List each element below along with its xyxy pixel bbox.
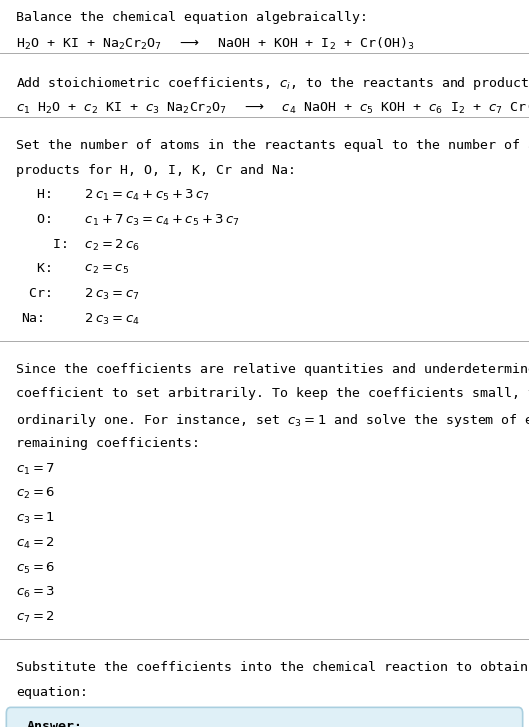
Text: $c_1 = 7$: $c_1 = 7$ (16, 462, 55, 477)
Text: $2\,c_3 = c_7$: $2\,c_3 = c_7$ (69, 287, 140, 302)
Text: ordinarily one. For instance, set $c_3 = 1$ and solve the system of equations fo: ordinarily one. For instance, set $c_3 =… (16, 412, 529, 429)
Text: $c_2 = c_5$: $c_2 = c_5$ (69, 262, 129, 276)
Text: H$_2$O + KI + Na$_2$Cr$_2$O$_7$  $\longrightarrow$  NaOH + KOH + I$_2$ + Cr(OH)$: H$_2$O + KI + Na$_2$Cr$_2$O$_7$ $\longri… (16, 36, 414, 52)
Text: $2\,c_3 = c_4$: $2\,c_3 = c_4$ (69, 312, 140, 327)
Text: coefficient to set arbitrarily. To keep the coefficients small, the arbitrary va: coefficient to set arbitrarily. To keep … (16, 387, 529, 401)
Text: K:: K: (21, 262, 53, 276)
Text: Since the coefficients are relative quantities and underdetermined, choose a: Since the coefficients are relative quan… (16, 363, 529, 376)
Text: $2\,c_1 = c_4 + c_5 + 3\,c_7$: $2\,c_1 = c_4 + c_5 + 3\,c_7$ (69, 188, 209, 204)
Text: $c_7 = 2$: $c_7 = 2$ (16, 610, 55, 625)
Text: Balance the chemical equation algebraically:: Balance the chemical equation algebraica… (16, 11, 368, 24)
Text: $c_1$ H$_2$O + $c_2$ KI + $c_3$ Na$_2$Cr$_2$O$_7$  $\longrightarrow$  $c_4$ NaOH: $c_1$ H$_2$O + $c_2$ KI + $c_3$ Na$_2$Cr… (16, 100, 529, 116)
Text: $c_6 = 3$: $c_6 = 3$ (16, 585, 55, 601)
Text: $c_5 = 6$: $c_5 = 6$ (16, 561, 55, 576)
Text: $c_2 = 6$: $c_2 = 6$ (16, 486, 55, 502)
Text: Cr:: Cr: (21, 287, 53, 300)
Text: I:: I: (21, 238, 69, 251)
Text: Set the number of atoms in the reactants equal to the number of atoms in the: Set the number of atoms in the reactants… (16, 139, 529, 152)
Text: Add stoichiometric coefficients, $c_i$, to the reactants and products:: Add stoichiometric coefficients, $c_i$, … (16, 75, 529, 92)
Text: $c_1 + 7\,c_3 = c_4 + c_5 + 3\,c_7$: $c_1 + 7\,c_3 = c_4 + c_5 + 3\,c_7$ (69, 213, 240, 228)
FancyBboxPatch shape (6, 707, 523, 727)
Text: $c_3 = 1$: $c_3 = 1$ (16, 511, 55, 526)
Text: O:: O: (21, 213, 53, 226)
Text: Answer:: Answer: (26, 720, 83, 727)
Text: remaining coefficients:: remaining coefficients: (16, 437, 200, 450)
Text: products for H, O, I, K, Cr and Na:: products for H, O, I, K, Cr and Na: (16, 164, 296, 177)
Text: H:: H: (21, 188, 53, 201)
Text: equation:: equation: (16, 686, 88, 699)
Text: $c_2 = 2\,c_6$: $c_2 = 2\,c_6$ (69, 238, 140, 253)
Text: Na:: Na: (21, 312, 45, 325)
Text: Substitute the coefficients into the chemical reaction to obtain the balanced: Substitute the coefficients into the che… (16, 661, 529, 674)
Text: $c_4 = 2$: $c_4 = 2$ (16, 536, 55, 551)
